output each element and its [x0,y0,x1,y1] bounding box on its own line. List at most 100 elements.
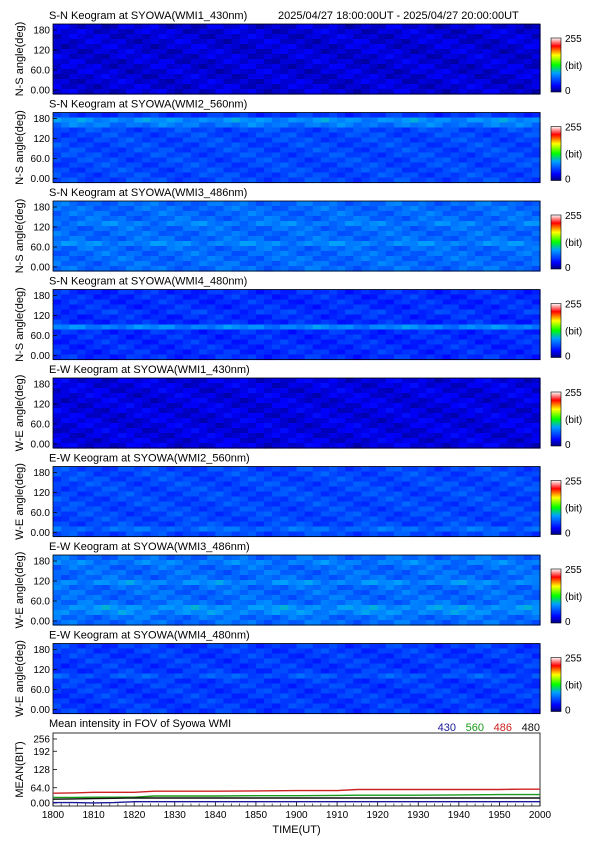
keogram-cell [434,147,444,154]
keogram-cell [280,516,289,523]
keogram-cell [466,54,476,60]
keogram-cell [158,226,168,232]
keogram-cell [345,117,354,124]
keogram-cell [53,476,62,483]
keogram-cell [385,172,395,179]
keogram-cell [150,147,160,154]
keogram-cell [377,324,387,331]
keogram-cell [385,246,395,252]
keogram-cell [458,59,468,65]
keogram-cell [402,349,411,356]
keogram-cell [264,54,273,60]
keogram-cell [174,294,184,301]
keogram-cell [255,226,265,232]
keogram-cell [166,388,176,394]
keogram-cell [134,69,143,75]
keogram-cell [174,142,184,149]
keogram-cell [280,231,289,237]
keogram-cell [53,491,62,498]
keogram-cell [337,428,346,434]
keogram-cell [353,466,363,473]
keogram-cell [150,162,160,169]
keogram-cell [69,314,78,321]
keogram-cell [158,172,168,179]
keogram-cell [134,496,143,503]
keogram-cell [101,304,111,311]
keogram-cell [93,231,103,237]
keogram-cell [328,388,338,394]
keogram-cell [426,261,436,267]
keogram-cell [402,438,411,444]
keogram-cell [523,344,533,351]
keogram-cell [410,59,419,65]
keogram-cell [393,521,403,528]
keogram-cell [369,216,379,222]
keogram-cell [190,39,200,45]
keogram-cell [531,334,541,341]
keogram-cell [466,388,476,394]
keogram-cell [491,309,501,316]
keogram-cell [361,39,371,45]
keogram-cell [207,324,216,331]
keogram-cell [515,418,525,424]
keogram-cell [53,294,62,301]
keogram-cell [442,132,452,139]
keogram-cell [93,167,103,174]
keogram-cell [353,142,363,149]
keogram-cell [418,69,427,75]
keogram-cell [345,172,354,179]
keogram-cell [150,486,160,493]
keogram-cell [231,29,241,35]
keogram-cell [69,221,78,227]
keogram-cell [272,511,281,518]
keogram-cell [272,226,281,232]
keogram-cell [199,428,208,434]
keogram-cell [523,157,533,164]
keogram-cell [158,236,168,242]
keogram-cell [190,211,200,217]
keogram-cell [434,339,444,346]
keogram-cell [77,491,87,498]
keogram-cell [142,69,151,75]
keogram-cell [53,127,62,134]
keogram-cell [150,39,160,45]
keogram-cell [491,413,501,419]
keogram-cell [369,289,379,296]
keogram-cell [345,418,354,424]
keogram-cell [353,117,363,124]
keogram-cell [426,74,436,80]
keogram-cell [410,69,419,75]
keogram-cell [337,89,346,95]
keogram-cell [483,428,492,434]
keogram-cell [483,246,492,252]
keogram-cell [483,354,492,361]
keogram-cell [369,142,379,149]
keogram-cell [369,69,379,75]
keogram-cell [134,117,143,124]
keogram-cell [53,34,62,40]
keogram-cell [475,132,484,139]
keogram-cell [515,408,525,414]
keogram-cell [507,393,517,399]
keogram-cell [174,314,184,321]
keogram-cell [450,236,460,242]
keogram-cell [410,162,419,169]
keogram-cell [117,388,127,394]
keogram-cell [361,89,371,95]
keogram-cell [426,236,436,242]
keogram-cell [345,221,354,227]
keogram-cell [109,79,119,85]
keogram-cell [247,339,257,346]
keogram-cell [491,84,501,90]
keogram-cell [247,496,257,503]
keogram-cell [369,49,379,55]
keogram-cell [483,84,492,90]
keogram-cell [402,443,411,449]
keogram-cell [442,339,452,346]
keogram-cell [377,466,387,473]
keogram-cell [353,433,363,439]
keogram-cell [61,413,70,419]
keogram-frame [52,377,541,449]
keogram-cell [166,506,176,513]
keogram-cell [304,34,314,40]
